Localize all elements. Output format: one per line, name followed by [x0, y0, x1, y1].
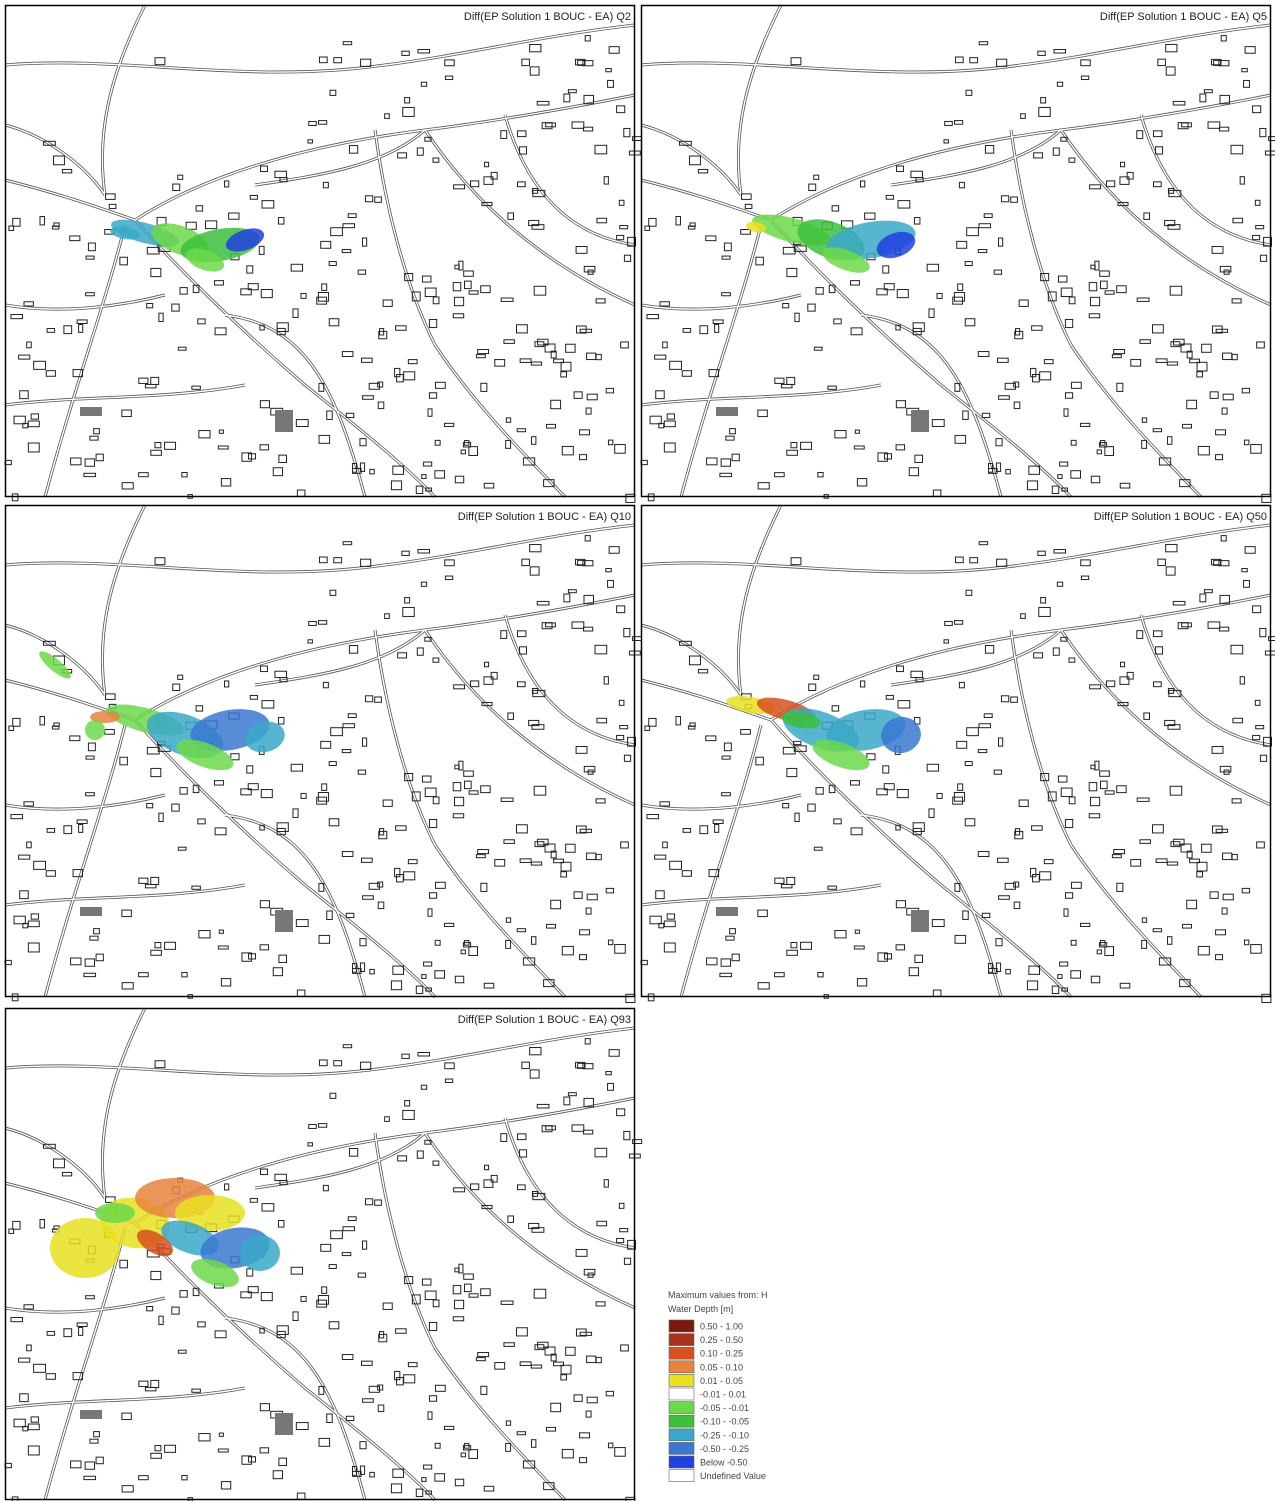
- flood-area: [240, 1235, 280, 1271]
- building: [80, 907, 102, 916]
- building: [911, 910, 929, 932]
- panel-title: Diff(EP Solution 1 BOUC - EA) Q10: [458, 511, 631, 523]
- panel-title: Diff(EP Solution 1 BOUC - EA) Q2: [464, 11, 631, 23]
- legend-label: -0.05 - -0.01: [700, 1403, 749, 1413]
- legend-label: -0.50 - -0.25: [700, 1444, 749, 1454]
- legend-label: -0.01 - 0.01: [700, 1390, 746, 1400]
- building: [80, 407, 102, 416]
- legend-label: Undefined Value: [700, 1471, 766, 1481]
- legend-swatch: [669, 1402, 694, 1414]
- legend-label: -0.25 - -0.10: [700, 1430, 749, 1440]
- figure: Diff(EP Solution 1 BOUC - EA) Q2 Diff(EP …: [0, 0, 1275, 1501]
- panel-title: Diff(EP Solution 1 BOUC - EA) Q5: [1100, 11, 1267, 23]
- legend-swatch: [669, 1388, 694, 1400]
- page: Diff(EP Solution 1 BOUC - EA) Q2 Diff(EP …: [0, 0, 1275, 1501]
- legend-title: Maximum values from: H: [668, 1290, 768, 1300]
- map-panel: Diff(EP Solution 1 BOUC - EA) Q10: [5, 505, 642, 1003]
- legend-label: Below -0.50: [700, 1458, 748, 1468]
- building: [716, 907, 738, 916]
- building: [80, 1410, 102, 1419]
- legend-label: -0.10 - -0.05: [700, 1417, 749, 1427]
- legend-label: 0.05 - 0.10: [700, 1362, 743, 1372]
- legend-swatch: [669, 1415, 694, 1427]
- legend-swatch: [669, 1456, 694, 1468]
- legend-subtitle: Water Depth [m]: [668, 1304, 733, 1314]
- map-panel: Diff(EP Solution 1 BOUC - EA) Q5: [641, 5, 1275, 503]
- building: [275, 1413, 293, 1435]
- building: [716, 407, 738, 416]
- legend-swatch: [669, 1347, 694, 1359]
- legend: Maximum values from: H Water Depth [m] 0.5…: [668, 1290, 768, 1482]
- legend-swatch: [669, 1374, 694, 1386]
- map-panel: Diff(EP Solution 1 BOUC - EA) Q50: [641, 505, 1275, 1003]
- flood-area: [95, 1203, 135, 1223]
- building: [275, 910, 293, 932]
- flood-area: [85, 720, 105, 740]
- legend-swatch: [669, 1361, 694, 1373]
- legend-swatch: [669, 1334, 694, 1346]
- building: [911, 410, 929, 432]
- legend-label: 0.25 - 0.50: [700, 1335, 743, 1345]
- legend-swatch: [669, 1442, 694, 1454]
- legend-swatch: [669, 1429, 694, 1441]
- legend-swatch: [669, 1320, 694, 1332]
- map-panel: Diff(EP Solution 1 BOUC - EA) Q2: [5, 5, 642, 503]
- legend-label: 0.10 - 0.25: [700, 1349, 743, 1359]
- panel-title: Diff(EP Solution 1 BOUC - EA) Q93: [458, 1014, 631, 1026]
- building: [275, 410, 293, 432]
- legend-label: 0.01 - 0.05: [700, 1376, 743, 1386]
- panel-title: Diff(EP Solution 1 BOUC - EA) Q50: [1094, 511, 1267, 523]
- legend-label: 0.50 - 1.00: [700, 1322, 743, 1332]
- legend-swatch: [669, 1470, 694, 1482]
- map-panel: Diff(EP Solution 1 BOUC - EA) Q93: [5, 1008, 642, 1501]
